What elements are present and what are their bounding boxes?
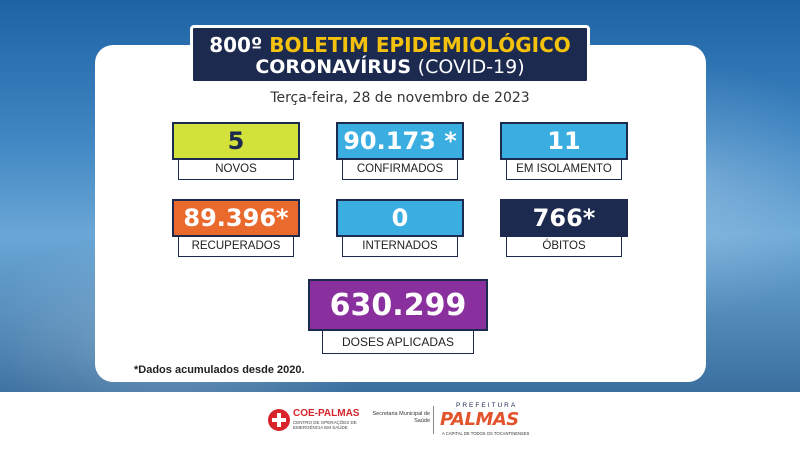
subtitle-main: CORONAVÍRUS bbox=[255, 56, 412, 78]
stat-internados: 0 INTERNADOS bbox=[336, 199, 464, 259]
stat-novos: 5 NOVOS bbox=[172, 122, 300, 182]
coe-subtitle: CENTRO DE OPERAÇÕES DE EMERGÊNCIA EM SAÚ… bbox=[293, 420, 357, 430]
health-cross-icon bbox=[268, 409, 290, 431]
secretaria-label: Secretaria Municipal de Saúde bbox=[372, 411, 430, 424]
prefeitura-label: PREFEITURA bbox=[456, 402, 518, 409]
coe-palmas-logo: COE-PALMAS CENTRO DE OPERAÇÕES DE EMERGÊ… bbox=[268, 408, 364, 434]
stat-obitos-label: ÓBITOS bbox=[506, 237, 622, 257]
bulletin-title: 800º BOLETIM EPIDEMIOLÓGICO bbox=[193, 34, 587, 56]
stat-novos-label: NOVOS bbox=[178, 160, 294, 180]
stat-confirmados-label: CONFIRMADOS bbox=[342, 160, 458, 180]
stat-confirmados: 90.173 * CONFIRMADOS bbox=[336, 122, 464, 182]
footnote: *Dados acumulados desde 2020. bbox=[134, 364, 305, 376]
stat-obitos: 766* ÓBITOS bbox=[500, 199, 628, 259]
footer-divider bbox=[433, 406, 434, 434]
stat-recuperados-label: RECUPERADOS bbox=[178, 237, 294, 257]
subtitle-paren: (COVID-19) bbox=[417, 56, 525, 78]
stat-isolamento-label: EM ISOLAMENTO bbox=[506, 160, 622, 180]
stat-recuperados-value: 89.396* bbox=[172, 199, 300, 237]
palmas-wordmark: PALMAS bbox=[440, 409, 519, 430]
prefeitura-palmas-logo: PREFEITURA PALMAS A CAPITAL DE TODOS OS … bbox=[438, 402, 542, 438]
stat-internados-label: INTERNADOS bbox=[342, 237, 458, 257]
stat-recuperados: 89.396* RECUPERADOS bbox=[172, 199, 300, 259]
bulletin-subtitle: CORONAVÍRUS (COVID-19) bbox=[193, 56, 587, 78]
stat-obitos-value: 766* bbox=[500, 199, 628, 237]
bulletin-title-box: 800º BOLETIM EPIDEMIOLÓGICO CORONAVÍRUS … bbox=[190, 25, 590, 84]
palmas-tagline: A CAPITAL DE TODOS OS TOCANTINENSES bbox=[442, 431, 530, 436]
stat-isolamento-value: 11 bbox=[500, 122, 628, 160]
coe-title: COE-PALMAS bbox=[293, 408, 360, 419]
stat-novos-value: 5 bbox=[172, 122, 300, 160]
footer-bar bbox=[0, 392, 800, 450]
stat-doses-value: 630.299 bbox=[308, 279, 488, 331]
bulletin-date: Terça-feira, 28 de novembro de 2023 bbox=[270, 90, 530, 106]
stat-confirmados-value: 90.173 * bbox=[336, 122, 464, 160]
stat-doses-label: DOSES APLICADAS bbox=[322, 331, 474, 354]
stat-internados-value: 0 bbox=[336, 199, 464, 237]
bulletin-number: 800º bbox=[209, 33, 263, 57]
stat-isolamento: 11 EM ISOLAMENTO bbox=[500, 122, 628, 182]
bulletin-title-highlight: BOLETIM EPIDEMIOLÓGICO bbox=[269, 33, 571, 57]
stat-doses: 630.299 DOSES APLICADAS bbox=[308, 279, 488, 354]
